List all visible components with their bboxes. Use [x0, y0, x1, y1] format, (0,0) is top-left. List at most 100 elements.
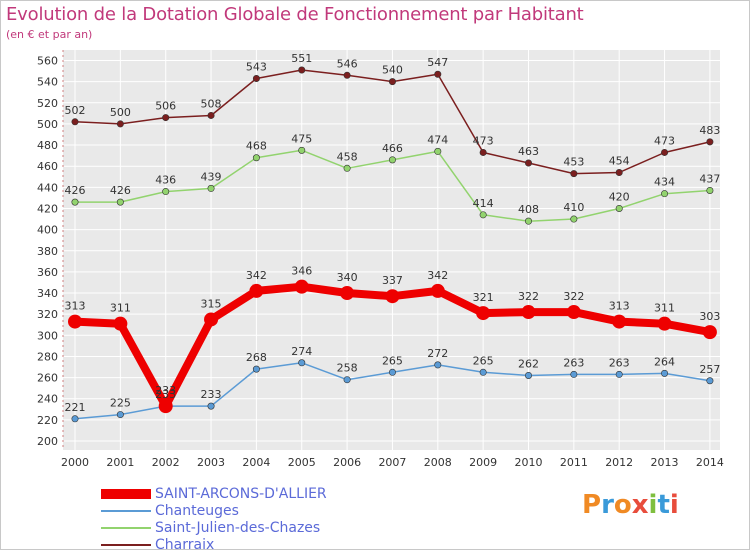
data-label: 426 — [65, 184, 86, 197]
data-label: 233 — [155, 384, 176, 397]
data-label: 408 — [518, 203, 539, 216]
data-point — [298, 146, 306, 154]
brand-logo: Proxiti — [582, 490, 679, 520]
data-label: 315 — [201, 297, 222, 310]
data-point — [71, 198, 79, 206]
data-label: 437 — [699, 173, 720, 186]
data-point — [615, 370, 623, 378]
data-point — [116, 411, 124, 419]
data-point — [479, 148, 487, 156]
data-point — [521, 305, 536, 320]
data-point — [343, 164, 351, 172]
data-point — [479, 211, 487, 219]
data-label: 311 — [654, 302, 675, 315]
data-point — [615, 204, 623, 212]
data-point — [388, 78, 396, 86]
data-point — [294, 279, 309, 294]
x-tick-label: 2012 — [605, 456, 633, 469]
x-tick-label: 2014 — [696, 456, 724, 469]
data-point — [116, 120, 124, 128]
data-label: 272 — [427, 347, 448, 360]
y-tick-label: 520 — [37, 97, 58, 110]
x-tick-label: 2010 — [515, 456, 543, 469]
data-point — [524, 217, 532, 225]
y-tick-label: 560 — [37, 55, 58, 68]
data-label: 426 — [110, 184, 131, 197]
data-point — [385, 289, 400, 304]
x-tick-label: 2000 — [61, 456, 89, 469]
y-tick-label: 440 — [37, 181, 58, 194]
data-label: 340 — [337, 271, 358, 284]
data-point — [343, 376, 351, 384]
legend-item: Charraix — [101, 536, 327, 553]
data-point — [343, 71, 351, 79]
data-label: 500 — [110, 106, 131, 119]
data-point — [298, 66, 306, 74]
data-point — [388, 368, 396, 376]
data-label: 263 — [609, 356, 630, 369]
data-label: 508 — [201, 97, 222, 110]
y-tick-label: 220 — [37, 414, 58, 427]
legend-item: SAINT-ARCONS-D'ALLIER — [101, 485, 327, 502]
y-tick-label: 320 — [37, 308, 58, 321]
data-label: 264 — [654, 355, 675, 368]
x-tick-label: 2013 — [651, 456, 679, 469]
data-label: 274 — [291, 345, 312, 358]
data-label: 268 — [246, 351, 267, 364]
data-label: 483 — [699, 124, 720, 137]
y-tick-label: 360 — [37, 266, 58, 279]
data-label: 543 — [246, 60, 267, 73]
x-tick-label: 2003 — [197, 456, 225, 469]
data-label: 420 — [609, 190, 630, 203]
data-label: 337 — [382, 274, 403, 287]
data-point — [162, 114, 170, 122]
y-tick-label: 200 — [37, 435, 58, 448]
data-point — [570, 170, 578, 178]
x-tick-label: 2009 — [469, 456, 497, 469]
chart-subtitle: (en € et par an) — [6, 28, 93, 41]
data-point — [68, 314, 82, 329]
data-point — [661, 148, 669, 156]
data-label: 473 — [473, 134, 494, 147]
legend-item: Saint-Julien-des-Chazes — [101, 519, 327, 536]
chart-title: Evolution de la Dotation Globale de Fonc… — [6, 4, 584, 25]
legend-swatch — [101, 488, 151, 499]
data-point — [566, 305, 581, 320]
data-point — [249, 283, 264, 298]
data-label: 463 — [518, 145, 539, 158]
data-point — [706, 138, 714, 146]
data-point — [252, 74, 260, 82]
data-point — [524, 371, 532, 379]
data-label: 322 — [518, 290, 539, 303]
data-point — [207, 111, 215, 119]
data-label: 453 — [563, 156, 584, 169]
data-point — [706, 187, 714, 195]
y-tick-label: 240 — [37, 393, 58, 406]
data-label: 322 — [563, 290, 584, 303]
data-label: 265 — [382, 354, 403, 367]
data-label: 313 — [609, 300, 630, 313]
data-label: 303 — [699, 310, 720, 323]
legend-label: SAINT-ARCONS-D'ALLIER — [155, 485, 327, 502]
data-point — [158, 399, 173, 414]
data-point — [116, 198, 124, 206]
legend-label: Chanteuges — [155, 502, 239, 519]
data-point — [612, 314, 627, 329]
data-point — [702, 325, 717, 340]
data-label: 313 — [65, 300, 86, 313]
x-tick-label: 2001 — [106, 456, 134, 469]
data-label: 321 — [473, 291, 494, 304]
y-tick-label: 260 — [37, 372, 58, 385]
data-point — [71, 118, 79, 126]
x-tick-label: 2011 — [560, 456, 588, 469]
data-label: 311 — [110, 302, 131, 315]
data-label: 551 — [291, 52, 312, 65]
x-tick-label: 2004 — [242, 456, 270, 469]
data-point — [162, 188, 170, 196]
data-point — [207, 184, 215, 192]
y-tick-label: 280 — [37, 350, 58, 363]
data-point — [113, 316, 128, 331]
x-tick-label: 2008 — [424, 456, 452, 469]
data-label: 410 — [563, 201, 584, 214]
legend-swatch — [101, 543, 151, 546]
